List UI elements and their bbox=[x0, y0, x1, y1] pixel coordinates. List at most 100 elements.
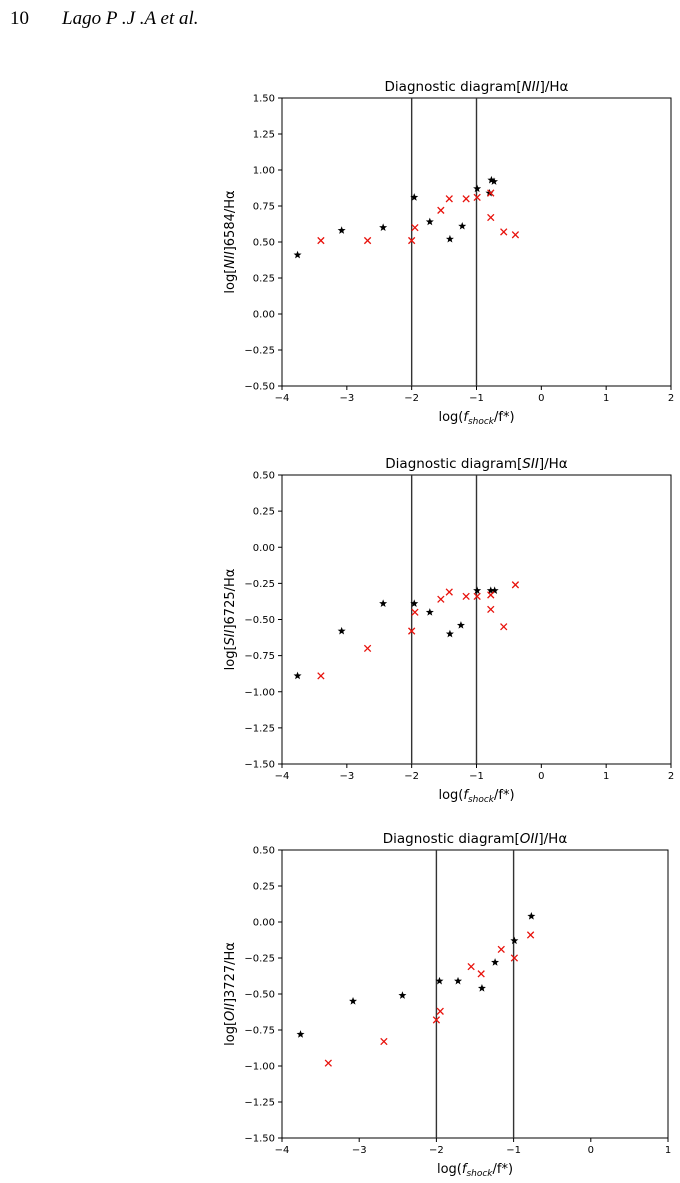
sii-star-point bbox=[379, 599, 388, 607]
oii-y-axis-label: log[OII]3727/Hα bbox=[223, 942, 238, 1046]
nii-y-axis-label: log[NII]6584/Hα bbox=[223, 190, 238, 293]
oii-star-point bbox=[435, 976, 444, 985]
oii-y-tick-label: 0.50 bbox=[253, 846, 275, 857]
nii-star-point bbox=[458, 221, 467, 230]
oii-y-tick-label: −1.25 bbox=[244, 1098, 275, 1109]
nii-y-tick-label: −0.25 bbox=[244, 346, 275, 357]
oii-star-point bbox=[349, 997, 358, 1005]
oii-star-point bbox=[454, 976, 463, 985]
sii-x-tick-label: 1 bbox=[603, 771, 609, 782]
nii-x-tick-label: −2 bbox=[404, 393, 419, 404]
oii-y-tick-label: 0.25 bbox=[253, 882, 275, 893]
nii-star-point bbox=[410, 193, 419, 201]
oii-x-tick-label: −1 bbox=[506, 1145, 521, 1156]
sii-cross-point bbox=[411, 608, 419, 616]
sii-cross-point bbox=[445, 588, 453, 596]
page-number: 10 bbox=[10, 8, 29, 29]
sii-cross-point bbox=[317, 672, 325, 680]
sii-y-tick-label: 0.25 bbox=[253, 507, 275, 518]
nii-cross-point bbox=[317, 236, 325, 245]
nii-y-tick-label: 0.00 bbox=[253, 310, 275, 321]
oii-chart-title: Diagnostic diagram[OII]/Hα bbox=[383, 831, 568, 847]
sii-x-tick-label: 0 bbox=[538, 771, 544, 782]
nii-y-tick-label: 1.00 bbox=[253, 166, 275, 177]
oii-cross-point bbox=[432, 1016, 441, 1024]
nii-x-tick-label: 1 bbox=[603, 393, 609, 404]
oii-star-point bbox=[527, 912, 536, 920]
oii-y-tick-label: −0.75 bbox=[244, 1026, 275, 1037]
sii-x-tick-label: 2 bbox=[668, 771, 674, 782]
oii-cross-point bbox=[324, 1059, 332, 1067]
sii-x-tick-label: −1 bbox=[469, 771, 484, 782]
sii-cross-point bbox=[473, 592, 481, 601]
sii-y-tick-label: −1.50 bbox=[244, 760, 275, 771]
sii-y-tick-label: 0.50 bbox=[253, 471, 275, 482]
sii-diagnostic-chart: −4 −3 −2 −1 0 1 2 −1.50 −1.25 −1.00 −0.75 −0.50 −0.2… bbox=[223, 456, 674, 805]
nii-x-tick-label: −4 bbox=[275, 393, 290, 404]
sii-y-tick-label: −1.25 bbox=[244, 723, 275, 734]
page-header: 10 Lago P .J .A et al. bbox=[0, 0, 680, 40]
nii-chart-title: Diagnostic diagram[NII]/Hα bbox=[385, 79, 569, 95]
sii-cross-point bbox=[487, 591, 495, 599]
sii-cross-point bbox=[363, 644, 372, 653]
nii-cross-point bbox=[511, 231, 520, 239]
sii-cross-point bbox=[500, 623, 508, 631]
sii-y-tick-label: −0.50 bbox=[244, 615, 275, 626]
oii-star-point bbox=[398, 991, 407, 999]
nii-y-tick-label: 1.50 bbox=[253, 94, 275, 105]
sii-chart-title: Diagnostic diagram[SII]/Hα bbox=[385, 456, 568, 472]
sii-star-point bbox=[293, 671, 302, 680]
sii-star-point bbox=[473, 586, 482, 594]
oii-y-tick-label: −1.00 bbox=[244, 1062, 275, 1073]
nii-y-tick-label: 0.75 bbox=[253, 202, 275, 213]
oii-cross-point bbox=[436, 1007, 444, 1015]
sii-y-tick-label: −0.25 bbox=[244, 579, 275, 590]
sii-star-point bbox=[425, 608, 434, 616]
nii-x-tick-label: 0 bbox=[538, 393, 544, 404]
nii-cross-point bbox=[500, 228, 508, 236]
sii-x-axis-label: log(fshock/f*) bbox=[438, 788, 514, 805]
oii-star-point bbox=[477, 984, 486, 992]
sii-y-axis-label: log[SII]6725/Hα bbox=[223, 569, 238, 671]
sii-star-point bbox=[337, 626, 346, 635]
nii-star-point bbox=[487, 175, 496, 184]
sii-y-tick-label: −0.75 bbox=[244, 651, 275, 662]
nii-cross-point bbox=[363, 236, 372, 245]
sii-star-point bbox=[490, 586, 499, 594]
nii-star-point bbox=[445, 234, 454, 243]
sii-x-tick-label: −4 bbox=[275, 771, 290, 782]
oii-x-axis-label: log(fshock/f*) bbox=[437, 1162, 513, 1179]
oii-x-tick-label: −4 bbox=[275, 1145, 290, 1156]
nii-y-tick-label: −0.50 bbox=[244, 382, 275, 393]
sii-cross-point bbox=[462, 592, 470, 601]
nii-cross-point bbox=[445, 195, 453, 203]
sii-y-tick-label: −1.00 bbox=[244, 687, 275, 698]
sii-cross-point bbox=[487, 605, 495, 614]
oii-y-tick-label: −0.25 bbox=[244, 954, 275, 965]
oii-cross-point bbox=[497, 945, 505, 954]
sii-cross-point bbox=[511, 581, 520, 589]
oii-cross-point bbox=[467, 962, 475, 971]
nii-cross-point bbox=[462, 195, 470, 203]
nii-cross-point bbox=[408, 236, 416, 245]
sii-star-point bbox=[410, 599, 419, 607]
sii-x-tick-label: −3 bbox=[339, 771, 354, 782]
oii-cross-point bbox=[526, 931, 535, 939]
nii-x-tick-label: −1 bbox=[469, 393, 484, 404]
nii-diagnostic-chart: −4 −3 −2 −1 0 1 2 −0.50 −0.25 0.00 0.25 0.50 0.75 1.0… bbox=[223, 79, 674, 427]
sii-star-point bbox=[486, 586, 495, 594]
nii-cross-point bbox=[473, 193, 481, 202]
oii-x-tick-label: −2 bbox=[429, 1145, 444, 1156]
oii-star-point bbox=[510, 936, 519, 945]
oii-cross-point bbox=[380, 1037, 388, 1046]
sii-x-tick-label: −2 bbox=[404, 771, 419, 782]
nii-y-tick-label: 1.25 bbox=[253, 130, 275, 141]
oii-plot-frame bbox=[281, 849, 669, 1139]
oii-y-tick-label: 0.00 bbox=[253, 918, 275, 929]
oii-star-point bbox=[296, 1030, 305, 1038]
nii-y-tick-label: 0.50 bbox=[253, 238, 275, 249]
running-head: Lago P .J .A et al. bbox=[62, 8, 199, 29]
nii-star-point bbox=[490, 177, 498, 185]
oii-star-point bbox=[491, 958, 500, 966]
nii-x-tick-label: 2 bbox=[668, 393, 674, 404]
